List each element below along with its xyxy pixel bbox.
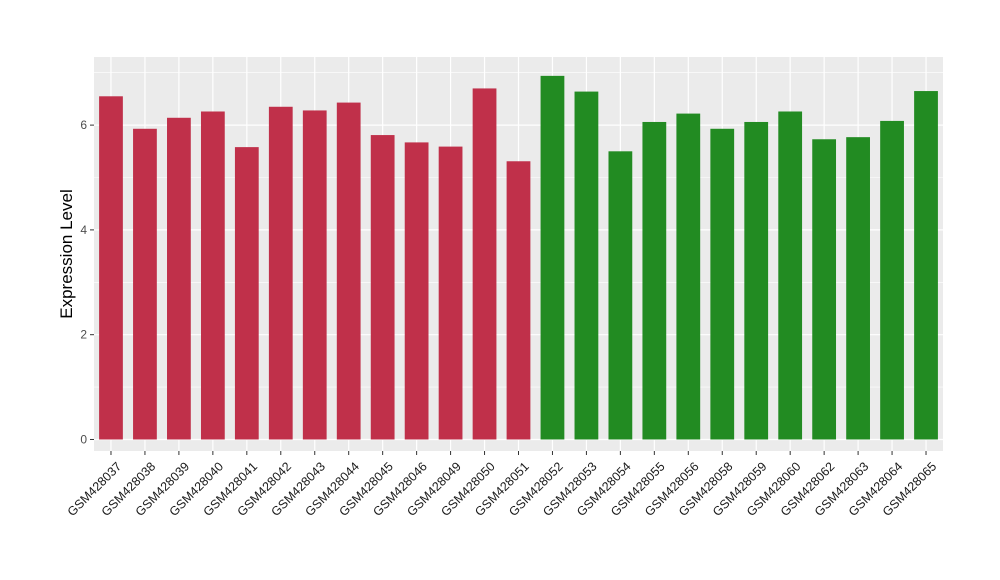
bar	[880, 120, 904, 440]
bar	[133, 128, 157, 440]
y-axis: 0 2 4 6	[80, 118, 94, 446]
bar	[642, 121, 667, 440]
bar	[506, 161, 531, 440]
y-tick-label: 6	[80, 118, 87, 132]
y-axis-title: Expression Level	[57, 189, 76, 318]
bar	[336, 102, 361, 440]
bar	[404, 142, 429, 440]
bar	[472, 88, 497, 440]
bar	[914, 91, 938, 440]
bar	[370, 135, 395, 440]
bar	[608, 151, 633, 440]
bars	[99, 75, 938, 440]
x-axis: GSM428037GSM428038GSM428039GSM428040GSM4…	[65, 451, 939, 519]
bar	[676, 113, 701, 440]
bar	[710, 128, 735, 440]
bar	[268, 106, 293, 440]
bar	[200, 111, 225, 440]
bar	[846, 137, 870, 440]
bar	[167, 117, 191, 440]
bar	[744, 121, 769, 440]
bar	[778, 111, 803, 440]
y-tick-label: 0	[80, 432, 87, 446]
y-tick-label: 2	[80, 328, 87, 342]
bar	[234, 147, 259, 440]
bar	[812, 139, 837, 440]
bar	[438, 146, 463, 440]
bar	[99, 96, 123, 440]
y-tick-label: 4	[80, 223, 87, 237]
bar	[302, 110, 327, 440]
bar	[540, 75, 565, 440]
bar	[574, 91, 599, 440]
